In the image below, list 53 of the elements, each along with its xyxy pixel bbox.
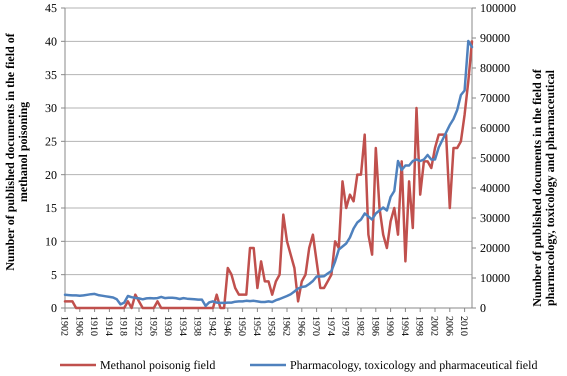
x-tick-label: 1958 [266, 316, 277, 336]
x-tick-label: 2002 [428, 316, 440, 336]
y-tick-label: 0 [51, 301, 57, 316]
x-tick-label: 1998 [414, 316, 425, 336]
y-tick-label: 25 [45, 134, 57, 149]
y2-tick-label: 0 [480, 301, 486, 316]
y-tick-label: 15 [45, 201, 57, 216]
y-tick-label: 5 [51, 268, 57, 282]
x-tick-label: 1914 [102, 316, 114, 336]
x-tick-label: 1910 [88, 316, 100, 336]
y2-tick-label: 50000 [480, 151, 510, 166]
y2-tick-label: 80000 [480, 61, 510, 76]
y-tick-label: 35 [45, 68, 57, 82]
y2-tick-label: 60000 [480, 121, 510, 136]
y-tick-label: 40 [45, 34, 57, 49]
x-tick-label: 2010 [458, 316, 470, 336]
y2-tick-label: 100000 [480, 1, 516, 16]
x-tick-label: 1938 [192, 316, 203, 336]
x-tick-label: 1994 [398, 316, 410, 336]
y2-tick-label: 70000 [480, 91, 510, 106]
x-tick-label: 1950 [236, 316, 248, 336]
y2-tick-label: 30000 [480, 211, 510, 226]
x-tick-label: 1942 [206, 316, 218, 336]
x-tick-label: 1966 [295, 316, 306, 336]
x-tick-label: 1978 [340, 316, 351, 336]
y-axis-title: Number of published documents in the field of methanol poisoning [3, 32, 30, 271]
legend-label: Methanol poisonig field [100, 358, 216, 372]
y-tick-label: 20 [45, 168, 57, 182]
x-tick-label: 1926 [147, 316, 158, 336]
y-tick-label: 45 [45, 1, 57, 16]
x-tick-label: 1946 [221, 316, 232, 336]
x-tick-label: 1970 [310, 316, 322, 336]
x-tick-label: 2006 [443, 316, 454, 336]
y2-axis-title: Number of published documents in the field of pharmacology, toxicology and pharmaceutical [530, 68, 557, 307]
x-tick-label: 1986 [369, 316, 380, 336]
x-tick-label: 1974 [324, 316, 336, 336]
y-tick-label: 30 [45, 101, 57, 116]
x-tick-label: 1962 [280, 316, 292, 336]
x-tick-label: 1902 [58, 316, 70, 336]
x-tick-label: 1982 [354, 316, 366, 336]
x-tick-label: 1930 [162, 316, 174, 336]
y2-tick-label: 40000 [480, 181, 510, 196]
x-tick-label: 1934 [176, 316, 188, 336]
y2-tick-label: 90000 [480, 31, 510, 46]
x-tick-label: 1906 [73, 316, 84, 336]
x-tick-label: 1918 [118, 316, 129, 336]
x-tick-label: 1990 [384, 316, 396, 336]
y2-tick-label: 20000 [480, 241, 510, 256]
x-tick-label: 1954 [250, 316, 262, 336]
legend-label: Pharmacology, toxicology and pharmaceutical field [290, 358, 538, 372]
y2-tick-label: 10000 [480, 271, 510, 286]
y-tick-label: 10 [45, 234, 57, 249]
x-tick-label: 1922 [132, 316, 144, 336]
